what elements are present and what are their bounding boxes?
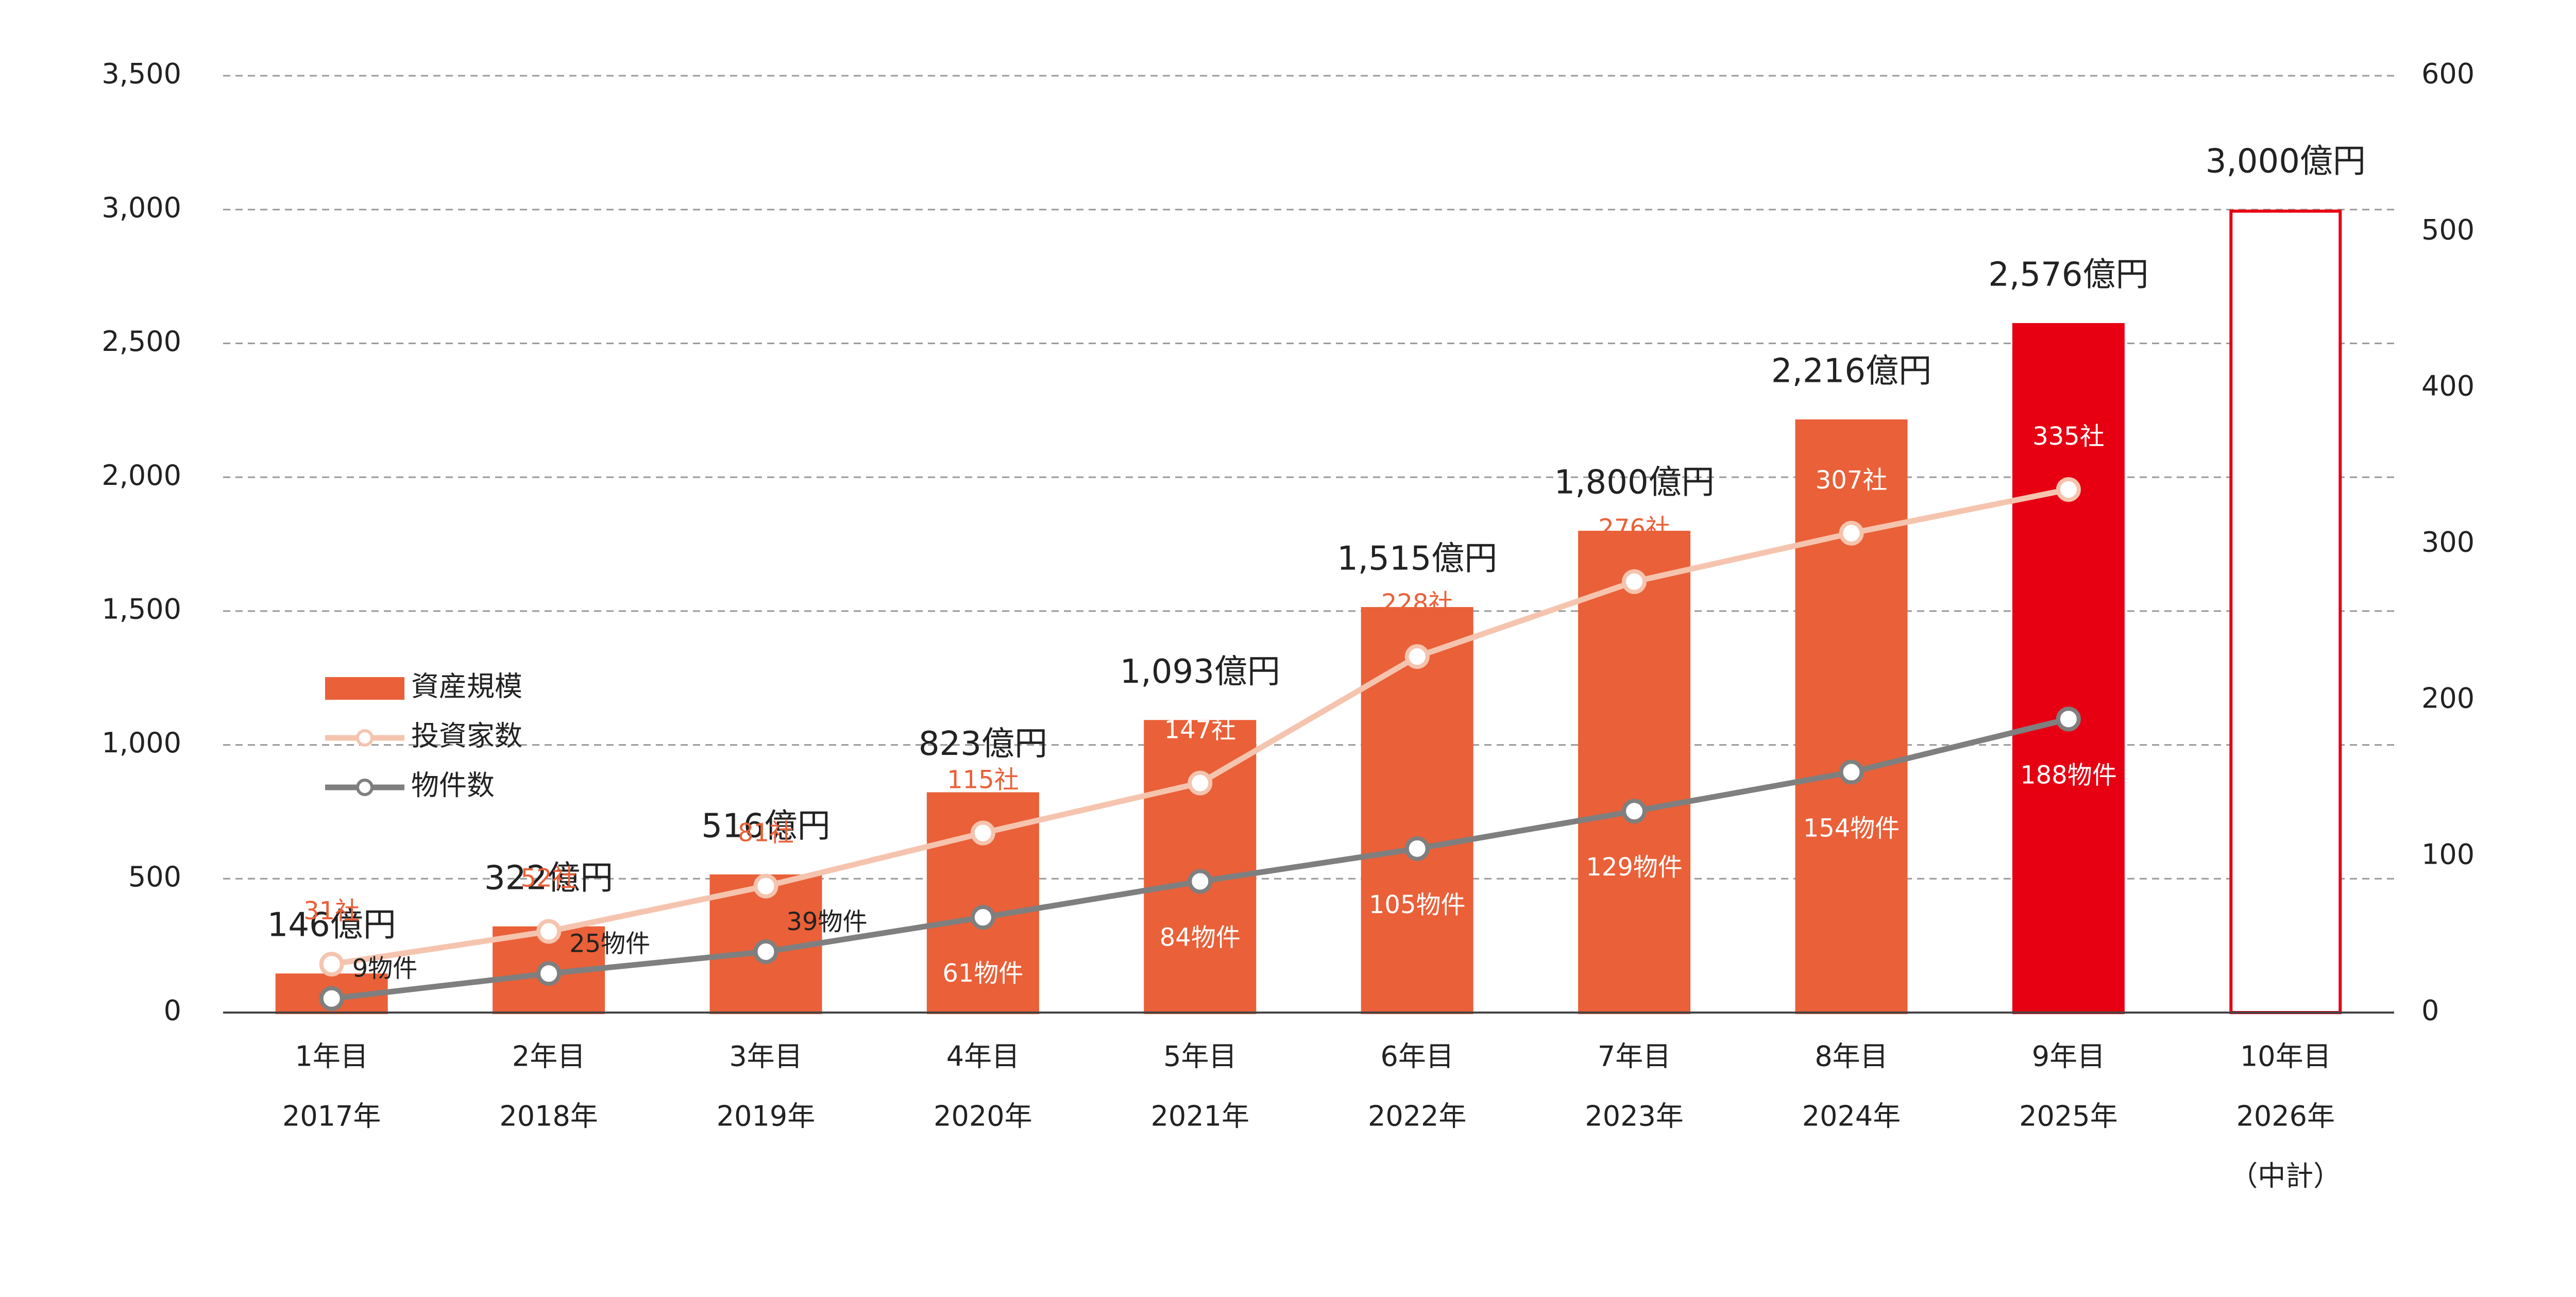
line-point: [1188, 869, 1213, 894]
y-tick-label: 500: [128, 861, 181, 893]
line-point: [1404, 836, 1430, 861]
bar: [1795, 419, 1908, 1014]
x-tick-label: 2年目: [512, 1040, 585, 1073]
x-tick-label: 2019年: [717, 1100, 815, 1133]
y2-tick-label: 300: [2421, 526, 2475, 559]
x-tick-label: 2023年: [1585, 1100, 1683, 1133]
point-value-label: 335社: [2032, 422, 2105, 451]
legend-swatch: [356, 779, 374, 796]
x-tick-label: 2022年: [1368, 1100, 1466, 1133]
bar: [926, 792, 1039, 1014]
point-value-label: 84物件: [1160, 923, 1241, 952]
x-tick-label: 4年目: [946, 1040, 1020, 1073]
bar-value-label: 146億円: [267, 906, 396, 945]
bar-value-label: 1,800億円: [1554, 464, 1714, 502]
line-point: [319, 986, 344, 1011]
bar: [1578, 531, 1691, 1014]
legend-swatch: [356, 729, 374, 747]
bar-value-label: 1,093億円: [1120, 653, 1280, 691]
point-value-label: 129物件: [1586, 853, 1683, 882]
x-tick-label: 6年目: [1381, 1040, 1454, 1073]
x-tick-label: 2024年: [1802, 1100, 1901, 1133]
point-value-label: 81社: [738, 819, 794, 848]
y-tick-label: 2,000: [101, 459, 181, 492]
line-point: [2056, 477, 2081, 502]
y2-tick-label: 0: [2421, 995, 2439, 1027]
legend-label: 投資家数: [411, 720, 522, 752]
x-tick-label: 2026年: [2236, 1100, 2335, 1133]
point-value-label: 9物件: [352, 954, 418, 983]
bar-value-label: 823億円: [919, 725, 1047, 763]
bar-value-label: 1,515億円: [1337, 540, 1497, 578]
bar-value-label: 3,000億円: [2206, 142, 2366, 180]
x-tick-label: 2017年: [282, 1100, 381, 1133]
point-value-label: 39物件: [787, 907, 868, 936]
x-tick-label: 2025年: [2019, 1100, 2117, 1133]
x-tick-label: 1年目: [295, 1040, 368, 1073]
line-point: [536, 919, 562, 944]
point-value-label: 61物件: [942, 959, 1023, 988]
bar: [2012, 323, 2125, 1014]
line-point: [1839, 520, 1864, 546]
bar-value-label: 2,576億円: [1988, 256, 2148, 294]
line-point: [753, 873, 778, 899]
bar-value-label: 2,216億円: [1771, 352, 1931, 391]
point-value-label: 105物件: [1369, 890, 1466, 919]
x-tick-label: 5年目: [1163, 1040, 1236, 1073]
line-point: [319, 952, 344, 977]
line-point: [1404, 644, 1430, 669]
point-value-label: 276社: [1598, 514, 1670, 543]
point-value-label: 115社: [947, 766, 1019, 795]
legend-swatch: [325, 677, 404, 700]
y-tick-label: 2,500: [101, 325, 181, 358]
line-point: [1622, 799, 1647, 824]
line-point: [2056, 706, 2081, 732]
line-point: [1188, 770, 1213, 796]
x-tick-label: 7年目: [1598, 1040, 1671, 1073]
point-value-label: 307社: [1816, 466, 1888, 495]
x-tick-label: 3年目: [729, 1040, 802, 1073]
y-tick-label: 3,000: [101, 191, 181, 224]
y2-tick-label: 100: [2421, 838, 2475, 871]
line-point: [970, 905, 995, 930]
x-tick-label: 2020年: [934, 1100, 1032, 1133]
x-tick-label: 10年目: [2240, 1040, 2331, 1073]
line-point: [970, 820, 995, 846]
point-value-label: 25物件: [569, 929, 650, 958]
point-value-label: 52社: [521, 864, 577, 892]
x-tick-label: 2021年: [1151, 1100, 1249, 1133]
y-tick-label: 3,500: [101, 58, 181, 90]
y2-tick-label: 600: [2421, 58, 2475, 90]
bar-value-label: 516億円: [701, 807, 830, 846]
line-point: [1839, 760, 1864, 785]
bar-value-label: 322億円: [484, 859, 613, 897]
bar: [1144, 720, 1257, 1014]
x-tick-label: （中計）: [2230, 1160, 2341, 1192]
line-point: [753, 939, 778, 964]
bar: [1361, 607, 1473, 1014]
bar: [2229, 209, 2342, 1015]
x-tick-label: 2018年: [499, 1100, 598, 1133]
x-tick-label: 8年目: [1815, 1040, 1888, 1073]
legend-label: 資産規模: [411, 670, 522, 703]
y-tick-label: 1,500: [101, 593, 181, 625]
point-value-label: 228社: [1381, 589, 1453, 618]
y2-tick-label: 400: [2421, 370, 2475, 402]
x-tick-label: 9年目: [2032, 1040, 2105, 1073]
y-tick-label: 0: [164, 995, 181, 1027]
y2-tick-label: 500: [2421, 214, 2475, 246]
line-point: [1622, 569, 1647, 594]
point-value-label: 147社: [1164, 716, 1236, 745]
line-point: [536, 961, 562, 986]
y2-tick-label: 200: [2421, 682, 2475, 715]
point-value-label: 154物件: [1803, 814, 1900, 843]
point-value-label: 188物件: [2020, 761, 2117, 789]
legend-label: 物件数: [411, 769, 495, 802]
y-tick-label: 1,000: [101, 727, 181, 759]
point-value-label: 31社: [303, 897, 360, 925]
